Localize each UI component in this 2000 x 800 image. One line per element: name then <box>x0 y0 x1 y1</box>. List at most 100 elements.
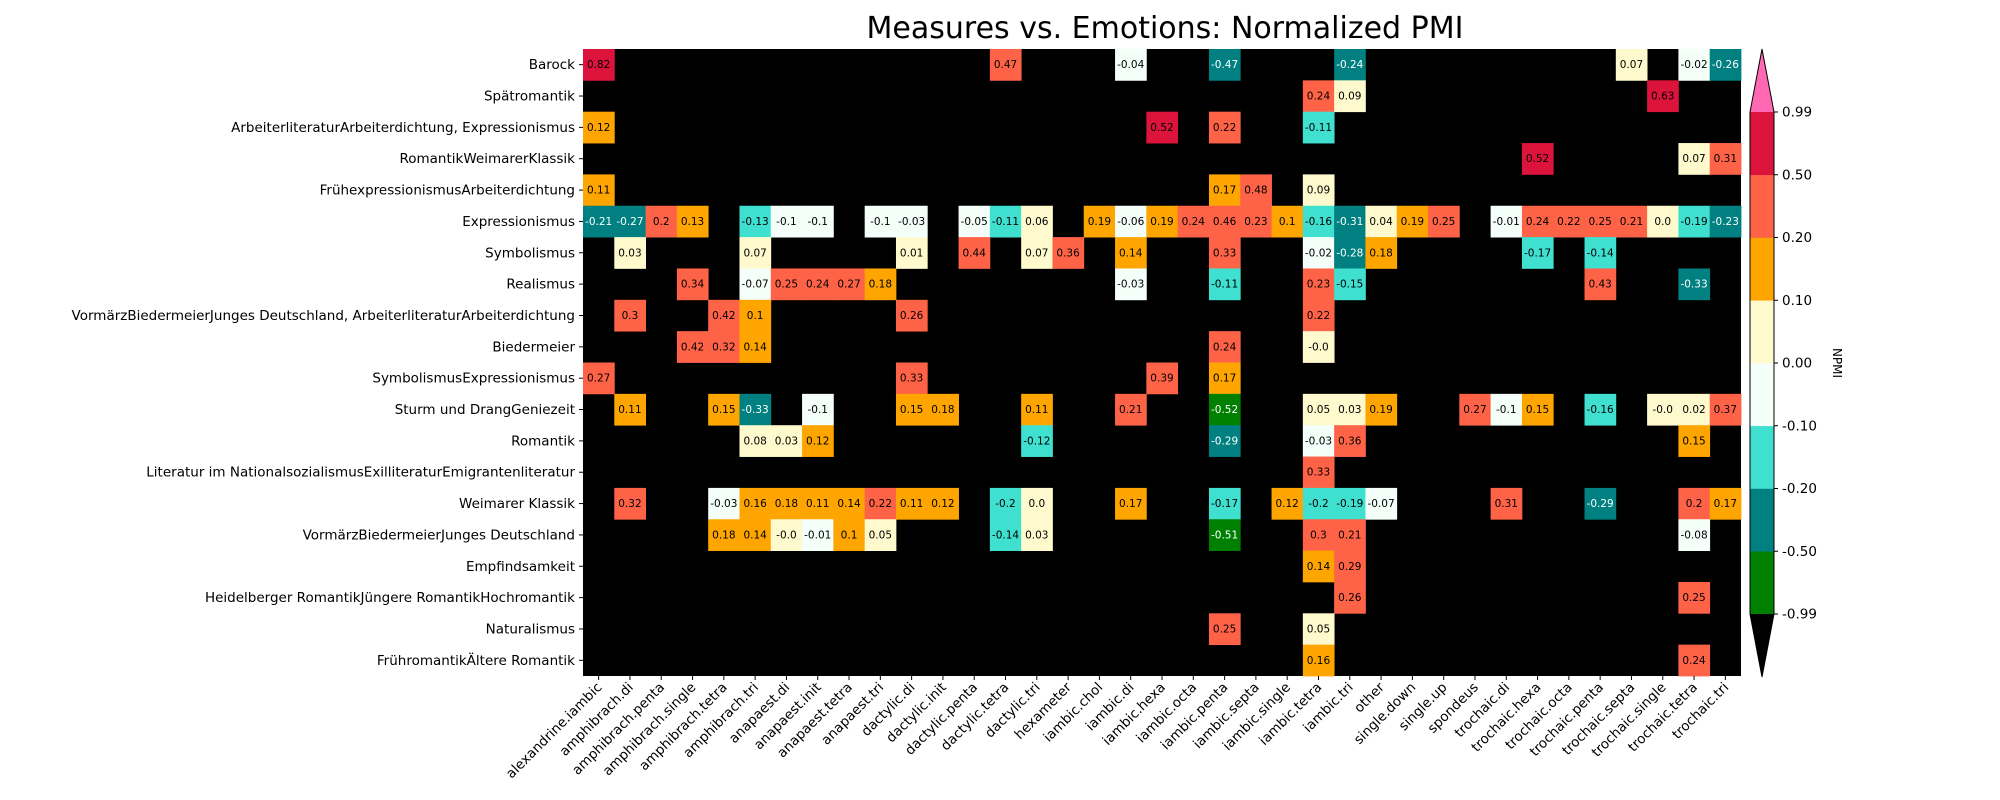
cell-value-label: -0.05 <box>961 216 988 228</box>
colorbar-label: NPMI <box>1830 348 1844 378</box>
y-tick-label: FrühexpressionismusArbeiterdichtung <box>320 183 575 199</box>
heatmap-cell <box>1302 519 1335 551</box>
cell-value-label: 0.19 <box>1150 216 1173 228</box>
y-tick-label: Empfindsamkeit <box>466 559 575 575</box>
cell-value-label: 0.42 <box>712 310 735 322</box>
heatmap-cell <box>1177 205 1210 238</box>
heatmap-cell <box>802 519 834 551</box>
heatmap-cell <box>1365 237 1398 269</box>
cell-value-label: 0.2 <box>1686 498 1703 510</box>
cell-value-label: 0.13 <box>681 216 704 228</box>
heatmap-cell <box>989 487 1022 520</box>
heatmap-cell <box>583 362 615 395</box>
heatmap-cell <box>1709 487 1742 520</box>
heatmap-cell <box>1584 487 1617 520</box>
cell-value-label: 0.17 <box>1714 498 1737 510</box>
cell-value-label: -0.06 <box>1117 216 1144 228</box>
heatmap-cell <box>895 362 928 395</box>
heatmap-cell <box>770 425 803 457</box>
colorbar-tick-label: 0.99 <box>1782 105 1812 121</box>
cell-value-label: -0.03 <box>898 216 925 228</box>
cell-value-label: -0.11 <box>1211 279 1238 291</box>
cell-value-label: -0.16 <box>1587 404 1614 416</box>
cell-value-label: 0.05 <box>1307 623 1330 635</box>
cell-value-label: 0.32 <box>618 498 641 510</box>
cell-value-label: 0.36 <box>1338 435 1362 447</box>
cell-value-label: 0.1 <box>841 529 858 541</box>
y-tick-label: FrühromantikÄltere Romantik <box>377 651 575 669</box>
cell-value-label: 0.32 <box>712 341 735 353</box>
heatmap-cell <box>1302 456 1335 489</box>
cell-value-label: 0.3 <box>622 310 639 322</box>
heatmap-cell <box>989 205 1022 238</box>
cell-value-label: 0.52 <box>1150 122 1173 134</box>
heatmap-cell <box>1021 205 1053 238</box>
heatmap-cell <box>1553 205 1585 238</box>
heatmap-cell <box>833 519 866 551</box>
colorbar-segment <box>1750 488 1774 552</box>
heatmap-cell <box>1334 237 1366 269</box>
cell-value-label: 0.25 <box>1213 623 1236 635</box>
heatmap-cell <box>1302 613 1335 646</box>
cell-value-label: 0.19 <box>1401 216 1424 228</box>
cell-value-label: -0.03 <box>710 498 737 510</box>
cell-value-label: 0.03 <box>775 435 798 447</box>
heatmap-cell <box>1052 237 1085 269</box>
heatmap-cell <box>1678 205 1711 238</box>
heatmap-cell <box>1115 237 1147 269</box>
heatmap-cell <box>645 205 678 238</box>
cell-value-label: 0.23 <box>1307 279 1330 291</box>
cell-value-label: 0.17 <box>1119 498 1142 510</box>
cell-value-label: -0.14 <box>992 529 1019 541</box>
heatmap-cell <box>1396 205 1429 238</box>
heatmap-cell <box>1302 80 1335 113</box>
heatmap-cell <box>739 425 772 457</box>
heatmap-cell <box>1647 393 1679 426</box>
heatmap-cell <box>770 487 803 520</box>
cell-value-label: -0.1 <box>776 216 797 228</box>
colorbar-segment <box>1750 237 1774 301</box>
cell-value-label: 0.46 <box>1213 216 1237 228</box>
y-tick-labels: Barock Spätromantik ArbeiterliteraturArbei… <box>72 57 583 669</box>
heatmap-cell <box>583 205 615 238</box>
cell-value-label: -0.33 <box>1680 279 1707 291</box>
chart-title: Measures vs. Emotions: Normalized PMI <box>867 11 1464 46</box>
colorbar: 0.99 0.50 0.20 0.10 0.00 -0.10 -0.20 -0.50 -0.99 <box>1749 48 1817 678</box>
cell-value-label: 0.31 <box>1714 153 1737 165</box>
cell-value-label: -0.0 <box>1653 404 1674 416</box>
cell-value-label: 0.11 <box>1025 404 1048 416</box>
heatmap-cell <box>1709 393 1742 426</box>
cell-value-label: 0.11 <box>618 404 641 416</box>
cell-value-label: 0.16 <box>743 498 767 510</box>
cell-value-label: 0.15 <box>900 404 923 416</box>
heatmap-cell <box>802 393 834 426</box>
cell-value-label: -0.07 <box>1367 498 1394 510</box>
cell-value-label: -0.13 <box>742 216 769 228</box>
cell-value-label: -0.0 <box>776 529 797 541</box>
cell-value-label: 0.12 <box>806 435 829 447</box>
cell-value-label: 0.36 <box>1056 247 1080 259</box>
cell-value-label: -0.08 <box>1680 529 1707 541</box>
colorbar-segment <box>1750 363 1774 427</box>
colorbar-tick-label: 0.10 <box>1782 293 1812 309</box>
cell-value-label: -0.29 <box>1211 435 1238 447</box>
heatmap-cell <box>1146 362 1179 395</box>
cell-value-label: 0.47 <box>994 59 1017 71</box>
heatmap-cell <box>739 393 772 426</box>
colorbar-segment <box>1750 300 1774 364</box>
cell-value-label: -0.01 <box>804 529 831 541</box>
cell-value-label: 0.37 <box>1714 404 1737 416</box>
heatmap-cell <box>1678 425 1711 457</box>
heatmap-cell <box>927 487 959 520</box>
y-tick-label: VormärzBiedermeierJunges Deutschland, Ar… <box>72 308 575 324</box>
heatmap-cell <box>1521 143 1554 175</box>
heatmap-cell <box>864 268 897 301</box>
heatmap-cell <box>1709 205 1742 238</box>
y-tick-label: Romantik <box>511 433 575 449</box>
heatmap-cell <box>1584 237 1617 269</box>
heatmap-cell <box>1208 487 1241 520</box>
cell-value-label: 0.24 <box>806 279 830 291</box>
cell-value-label: 0.39 <box>1150 373 1173 385</box>
heatmap-cell <box>927 393 959 426</box>
cell-value-label: 0.21 <box>1620 216 1643 228</box>
